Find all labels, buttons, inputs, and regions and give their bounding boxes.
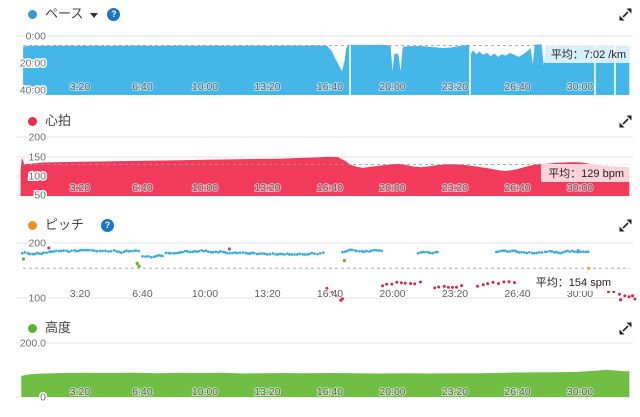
heart-rate-chart-title: 心拍 [45,113,72,128]
cadence-plot[interactable]: 3:20 6:40 10:00 13:20 16:40 20:00 23:20 26:40 30… [0,211,640,314]
svg-text:30:00: 30:00 [567,386,593,398]
expand-icon[interactable] [619,219,632,232]
elevation-chart-section: 3:20 6:40 10:00 13:20 16:40 20:00 23:20 26:40 30… [0,314,640,417]
svg-text:26:40: 26:40 [504,386,530,398]
help-icon[interactable]: ? [107,7,121,21]
pace-chart-title[interactable]: ペース [45,6,84,21]
help-icon[interactable]: ? [101,218,115,232]
svg-text:3:20: 3:20 [70,386,91,398]
elevation-chart-header: 高度 [28,320,71,336]
elevation-series-dot-icon [28,323,37,333]
svg-text:16:40: 16:40 [317,386,343,398]
cadence-average-label: 平均：154 spm [528,273,618,291]
svg-text:26:40: 26:40 [504,81,530,93]
expand-icon[interactable] [619,115,632,128]
svg-text:23:20: 23:20 [442,182,468,194]
cadence-chart-section: 3:20 6:40 10:00 13:20 16:40 20:00 23:20 26:40 30… [0,211,640,314]
svg-text:20:00: 20:00 [379,386,405,398]
svg-text:16:40: 16:40 [317,288,343,300]
svg-text:16:40: 16:40 [317,81,343,93]
svg-text:26:40: 26:40 [504,288,530,300]
svg-text:10:00: 10:00 [192,182,218,194]
svg-text:20:00: 20:00 [379,288,405,300]
pace-plot[interactable]: 3:20 6:40 10:00 13:20 16:40 20:00 23:20 26:40 30… [0,0,640,107]
svg-text:50: 50 [34,190,46,202]
svg-text:10:00: 10:00 [192,288,218,300]
cadence-chart-header: ピッチ ? [28,217,115,233]
svg-text:16:40: 16:40 [317,182,343,194]
elevation-chart-title: 高度 [45,320,72,335]
svg-text:200: 200 [28,132,46,144]
heart-rate-chart-section: 3:20 6:40 10:00 13:20 16:40 20:00 23:20 26:40 30… [0,107,640,211]
heart-rate-chart-header: 心拍 [28,113,71,129]
expand-icon[interactable] [619,8,632,21]
svg-text:23:20: 23:20 [442,81,468,93]
elevation-plot[interactable]: 3:20 6:40 10:00 13:20 16:40 20:00 23:20 26:40 30… [0,314,640,417]
svg-text:150: 150 [28,152,46,164]
svg-text:6:40: 6:40 [132,288,153,300]
svg-text:200: 200 [28,238,46,250]
svg-text:6:40: 6:40 [132,182,153,194]
svg-text:23:20: 23:20 [442,288,468,300]
svg-text:0:00: 0:00 [26,31,47,43]
svg-text:13:20: 13:20 [254,81,280,93]
svg-text:30:00: 30:00 [567,81,593,93]
svg-text:30:00: 30:00 [567,182,593,194]
svg-text:6:40: 6:40 [132,81,153,93]
svg-text:13:20: 13:20 [254,182,280,194]
svg-text:23:20: 23:20 [442,386,468,398]
pace-series-dot-icon [28,9,37,19]
heart-rate-average-label: 平均：129 bpm [541,164,631,182]
cadence-chart-title: ピッチ [45,217,85,232]
svg-text:13:20: 13:20 [254,386,280,398]
pace-average-label: 平均：7:02 /km [543,45,633,63]
cadence-series-dot-icon [28,220,37,230]
svg-text:13:20: 13:20 [254,288,280,300]
svg-text:200.0: 200.0 [20,338,46,350]
chevron-down-icon[interactable] [90,12,99,18]
svg-text:3:20: 3:20 [70,81,91,93]
svg-text:3:20: 3:20 [70,288,91,300]
pace-chart-section: 3:20 6:40 10:00 13:20 16:40 20:00 23:20 26:40 30… [0,0,640,107]
svg-text:100: 100 [28,171,46,183]
svg-text:6:40: 6:40 [132,386,153,398]
heart-rate-plot[interactable]: 3:20 6:40 10:00 13:20 16:40 20:00 23:20 26:40 30… [0,107,640,211]
svg-text:10:00: 10:00 [192,81,218,93]
svg-text:3:20: 3:20 [70,182,91,194]
heart-rate-series-dot-icon [28,116,37,126]
svg-text:0: 0 [40,392,46,404]
pace-chart-header[interactable]: ペース ? [28,6,121,22]
svg-text:20:00: 20:00 [379,81,405,93]
svg-text:20:00: 20:00 [379,182,405,194]
svg-text:10:00: 10:00 [192,386,218,398]
svg-text:26:40: 26:40 [504,182,530,194]
expand-icon[interactable] [619,322,632,335]
svg-text:20:00: 20:00 [20,58,46,70]
svg-text:100: 100 [28,293,46,305]
svg-text:40:00: 40:00 [20,85,46,97]
